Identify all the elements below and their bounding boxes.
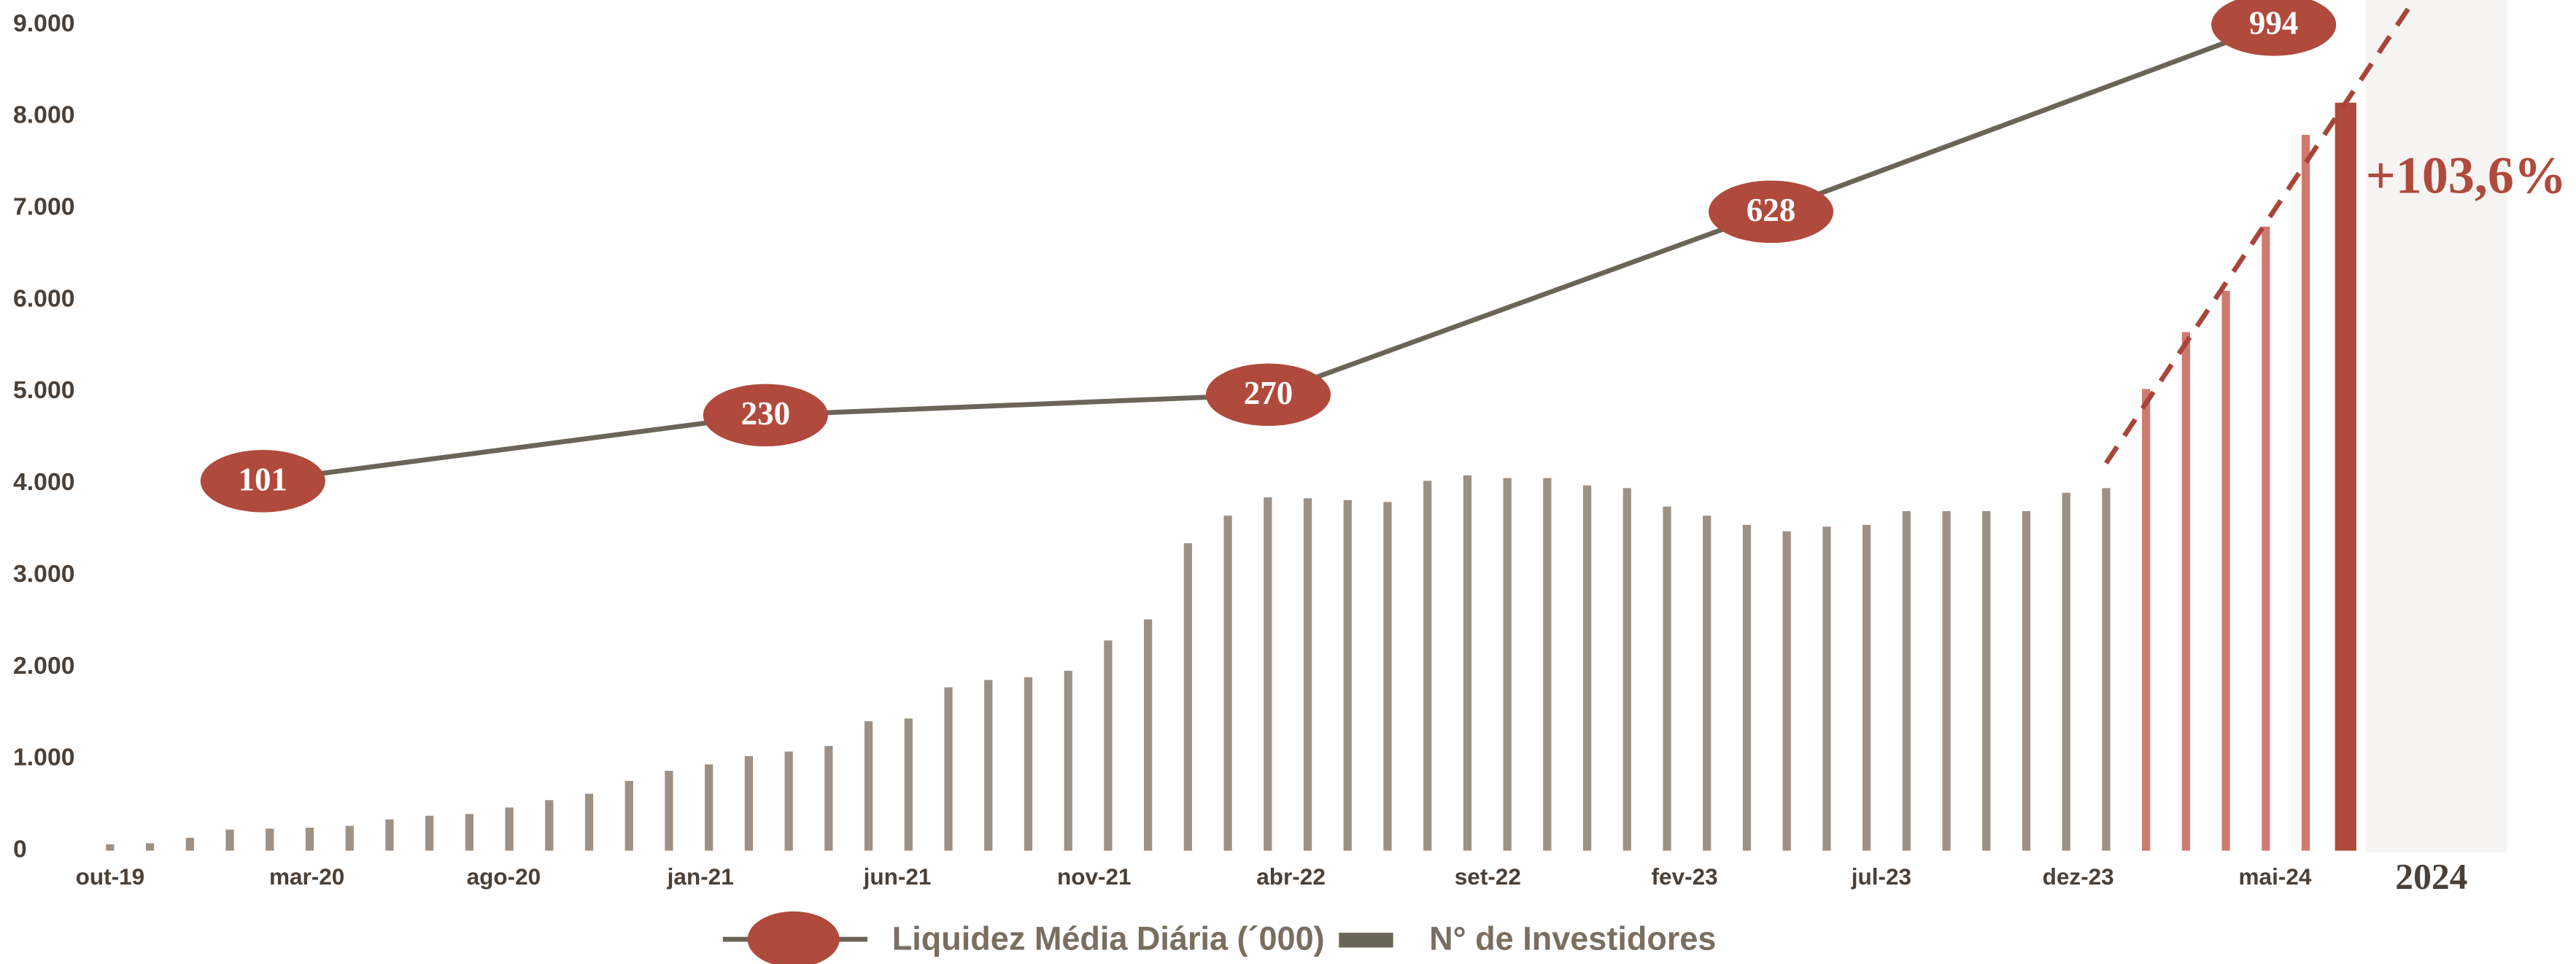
bar: [185, 837, 194, 851]
bar: [266, 828, 274, 851]
bar: [1503, 478, 1512, 851]
bar: [145, 843, 155, 851]
bar: [1622, 488, 1631, 851]
bar: [1104, 640, 1113, 851]
bar: [305, 828, 314, 851]
bar: [385, 819, 394, 851]
bar: [904, 718, 913, 851]
bar: [2221, 290, 2230, 851]
bar: [824, 746, 833, 851]
y-tick-label: 9.000: [13, 9, 75, 37]
bar: [705, 764, 713, 851]
x-tick-label: fev-23: [1652, 863, 1718, 890]
x-tick-label: set-22: [1455, 863, 1521, 890]
bar: [2181, 332, 2191, 851]
bar: [225, 829, 234, 851]
x-tick-label: jul-23: [1851, 863, 1911, 890]
bar: [864, 721, 873, 851]
bar: [1024, 677, 1033, 851]
data-label: 628: [1747, 192, 1796, 228]
bar: [784, 751, 793, 851]
trend-line: [2104, 0, 2417, 464]
y-tick-label: 5.000: [13, 376, 75, 404]
bar: [345, 825, 354, 851]
bar: [1183, 543, 1192, 851]
y-tick-label: 7.000: [13, 193, 75, 220]
bar: [744, 755, 754, 851]
y-tick-label: 1.000: [13, 744, 75, 771]
line-marker: [200, 449, 325, 513]
legend-marker: [747, 911, 840, 964]
x-tick-label: mai-24: [2239, 863, 2312, 890]
legend-label: Liquidez Média Diária (´000): [892, 920, 1325, 957]
annotation: +103,6%: [2366, 146, 2567, 204]
data-label: 101: [239, 461, 288, 497]
y-tick-label: 8.000: [13, 101, 75, 129]
bar: [665, 771, 673, 851]
bar: [2301, 134, 2310, 851]
bar: [2102, 488, 2111, 851]
bar: [1064, 670, 1072, 851]
highlight-band: [2365, 0, 2507, 852]
bar: [465, 814, 474, 851]
bar: [1663, 506, 1671, 851]
bar: [1742, 524, 1752, 851]
x-tick-label: 2024: [2395, 856, 2467, 896]
x-tick-label: nov-21: [1057, 863, 1132, 890]
y-tick-label: 6.000: [13, 284, 75, 312]
bar: [1782, 531, 1791, 851]
bar: [2335, 102, 2356, 851]
y-tick-label: 4.000: [13, 468, 75, 496]
bar: [944, 687, 953, 851]
bar: [1902, 510, 1911, 851]
x-tick-label: jan-21: [667, 863, 734, 890]
bar: [1264, 497, 1272, 851]
bar: [2022, 510, 2031, 851]
bar: [984, 680, 993, 851]
bar: [2062, 492, 2070, 851]
line-marker: [703, 384, 828, 447]
legend-label: N° de Investidores: [1429, 920, 1716, 957]
bar: [1423, 481, 1432, 851]
bar: [624, 780, 633, 851]
data-label: 230: [741, 395, 791, 432]
x-tick-label: ago-20: [467, 863, 541, 890]
bar: [1543, 478, 1552, 851]
bar: [1982, 510, 1991, 851]
bar: [2262, 226, 2270, 851]
bar: [1223, 516, 1232, 851]
line-marker: [1708, 180, 1834, 244]
legend-swatch: [1339, 933, 1393, 948]
y-tick-label: 0: [13, 835, 27, 863]
bar: [106, 844, 115, 851]
x-tick-label: jun-21: [863, 863, 932, 890]
y-tick-label: 2.000: [13, 652, 75, 680]
bar: [1703, 516, 1711, 851]
bar: [1463, 475, 1472, 851]
bar: [1822, 526, 1831, 851]
line-marker: [2211, 0, 2337, 56]
bar: [1343, 500, 1352, 851]
bar: [1942, 510, 1951, 851]
bar: [1383, 502, 1392, 851]
bar: [1144, 619, 1153, 851]
data-label: 994: [2249, 4, 2299, 41]
y-tick-label: 3.000: [13, 560, 75, 588]
bar: [584, 793, 594, 851]
x-tick-label: abr-22: [1256, 863, 1326, 890]
line-marker: [1205, 363, 1331, 427]
x-tick-label: out-19: [76, 863, 145, 890]
bar: [1862, 524, 1871, 851]
bar: [545, 800, 554, 851]
data-label: 270: [1244, 375, 1293, 411]
bar: [1303, 498, 1312, 851]
bar: [425, 815, 434, 851]
bar: [2142, 389, 2151, 851]
bar: [505, 807, 514, 851]
x-tick-label: mar-20: [269, 863, 344, 890]
x-tick-label: dez-23: [2043, 863, 2114, 890]
bar: [1582, 485, 1592, 851]
